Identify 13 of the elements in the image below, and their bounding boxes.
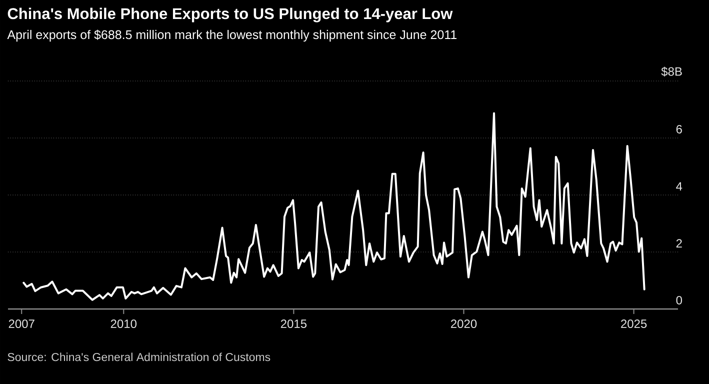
x-tick-label: 2010: [110, 320, 137, 328]
y-tick-label: 0: [676, 296, 682, 304]
y-tick-label: $8B: [661, 66, 682, 76]
chart-title: China's Mobile Phone Exports to US Plunged to 14-year Low: [8, 8, 453, 22]
x-tick-label: 2025: [621, 320, 647, 328]
x-tick-label: 2015: [280, 320, 307, 328]
y-tick-label: 4: [676, 182, 682, 190]
source-note: Source: China's General Administration of Customs: [8, 352, 270, 362]
y-tick-label: 2: [676, 239, 682, 248]
x-tick-label: 2007: [8, 320, 34, 328]
chart-subtitle: April exports of $688.5 million mark the lowest monthly shipment since June 2011: [7, 30, 457, 42]
x-tick-label: 2020: [450, 320, 477, 328]
y-tick-label: 6: [676, 124, 682, 134]
